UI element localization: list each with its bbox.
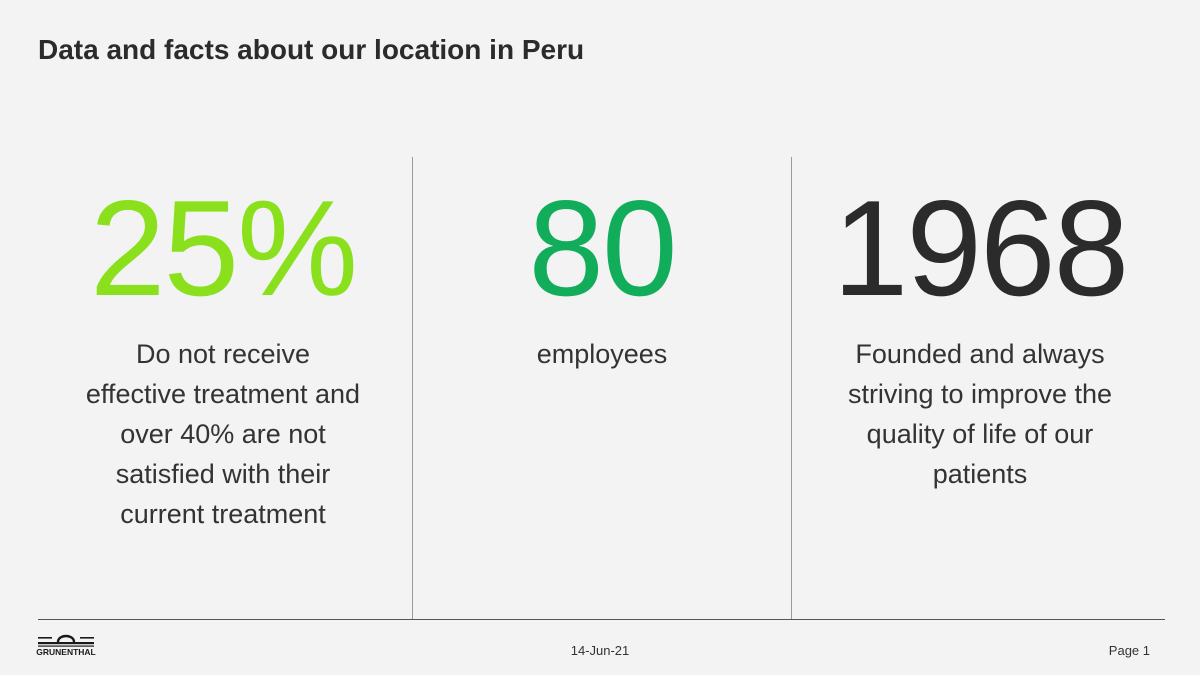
stat-description: employees: [416, 334, 788, 374]
stat-description-line: Do not receive: [135, 339, 311, 369]
stat-description-line: employees: [536, 339, 668, 369]
stat-description-line: current treatment: [120, 499, 326, 529]
column-divider: [412, 157, 413, 619]
stat-description-line: satisfied with their: [115, 459, 331, 489]
stat-description: Do not receive effective treatment and o…: [38, 334, 408, 534]
stat-description-line: over 40% are not: [120, 419, 326, 449]
logo-text: GRUNENTHAL: [36, 647, 96, 657]
page-number: Page 1: [1108, 643, 1150, 658]
stat-description: Founded and always striving to improve t…: [795, 334, 1165, 494]
stat-block-percentage: 25% Do not receive effective treatment a…: [38, 178, 408, 534]
stat-description-line: quality of life of our: [866, 419, 1094, 449]
stat-value: 1968: [832, 172, 1130, 324]
column-divider: [791, 157, 792, 619]
stat-description-line: patients: [932, 459, 1028, 489]
stat-description-line: effective treatment and: [85, 379, 361, 409]
company-logo: GRUNENTHAL: [36, 629, 96, 661]
footer-divider: [38, 619, 1165, 620]
stat-block-employees: 80 employees: [416, 178, 788, 374]
stat-block-founded: 1968 Founded and always striving to impr…: [795, 178, 1165, 494]
stat-value: 80: [528, 172, 677, 324]
footer-date: 14-Jun-21: [570, 643, 630, 658]
stat-value: 25%: [89, 172, 358, 324]
slide-title: Data and facts about our location in Per…: [38, 34, 585, 65]
logo-mark-icon: [38, 634, 94, 647]
stat-description-line: Founded and always: [855, 339, 1105, 369]
stat-description-line: striving to improve the: [847, 379, 1113, 409]
